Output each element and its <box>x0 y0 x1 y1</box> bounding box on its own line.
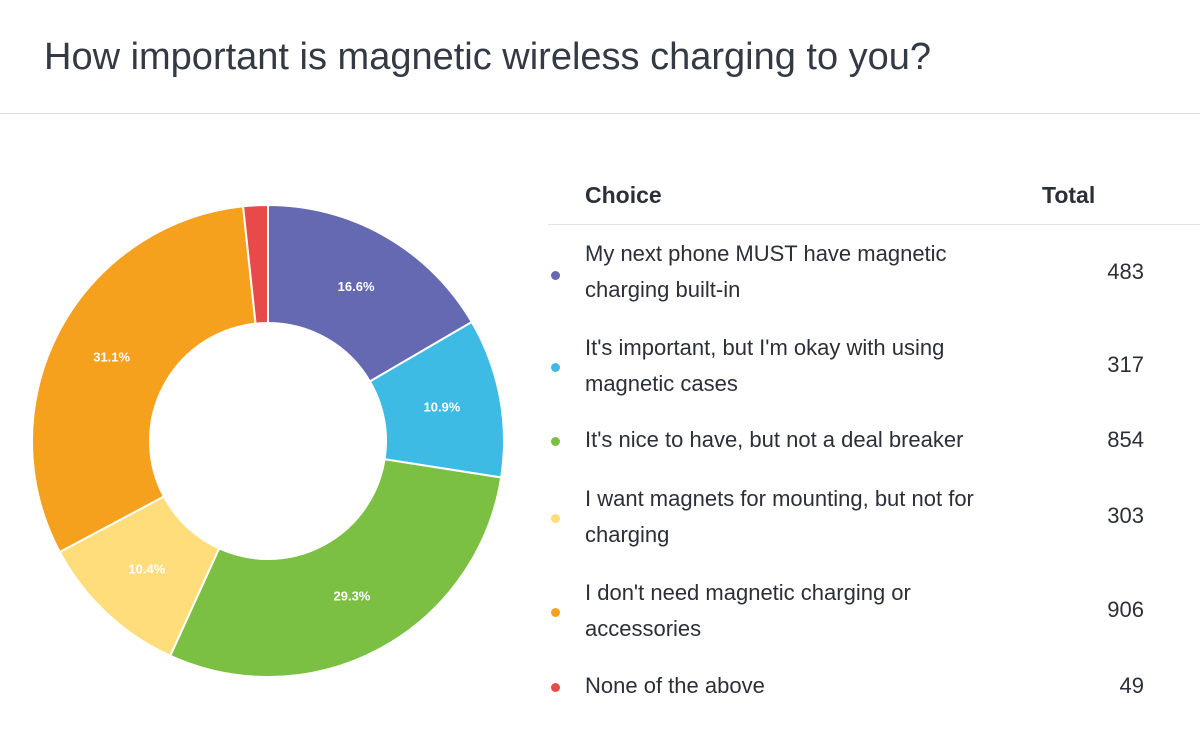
total-value-3: 854 <box>1107 427 1144 452</box>
legend-dot-5 <box>551 608 560 617</box>
total-value-6: 49 <box>1119 673 1144 698</box>
choice-label-3: It's nice to have, but not a deal breake… <box>585 427 964 452</box>
result-row-5: I don't need magnetic charging or access… <box>548 575 1200 655</box>
result-row-2: It's important, but I'm okay with using … <box>548 330 1200 410</box>
choice-label-5: I don't need magnetic charging or access… <box>585 580 911 641</box>
total-column-header: Total <box>1042 182 1096 208</box>
legend-dot-4 <box>551 514 560 523</box>
legend-dot-2 <box>551 363 560 372</box>
choice-column-header: Choice <box>585 182 662 208</box>
choice-label-2: It's important, but I'm okay with using … <box>585 335 945 396</box>
results-header: Choice Total <box>548 170 1200 225</box>
legend-dot-3 <box>551 437 560 446</box>
legend-dot-6 <box>551 683 560 692</box>
result-row-6: None of the above 49 <box>548 668 1200 708</box>
title-divider <box>0 113 1200 114</box>
donut-chart: 16.6% 10.9% 29.3% 10.4% 31.1% <box>31 203 505 678</box>
choice-label-4: I want magnets for mounting, but not for… <box>585 486 974 547</box>
total-value-2: 317 <box>1107 352 1144 377</box>
total-value-1: 483 <box>1107 259 1144 284</box>
donut-slice-3 <box>168 458 503 678</box>
slice-percent-label-3: 29.3% <box>334 588 371 603</box>
donut-slice-6 <box>241 203 269 325</box>
slice-percent-label-2: 10.9% <box>423 400 460 415</box>
donut-slice-1 <box>267 203 474 383</box>
donut-slices <box>31 203 505 678</box>
slice-percent-label-4: 10.4% <box>128 561 165 576</box>
legend-dot-1 <box>551 271 560 280</box>
result-row-1: My next phone MUST have magnetic chargin… <box>548 236 1200 316</box>
donut-slice-5 <box>31 205 257 554</box>
slice-percent-label-5: 31.1% <box>93 350 130 365</box>
result-row-3: It's nice to have, but not a deal breake… <box>548 422 1200 462</box>
results-table: Choice Total My next phone MUST have mag… <box>548 170 1200 698</box>
slice-percent-label-1: 16.6% <box>338 279 375 294</box>
total-value-5: 906 <box>1107 597 1144 622</box>
choice-label-6: None of the above <box>585 673 765 698</box>
page-title: How important is magnetic wireless charg… <box>44 36 932 78</box>
choice-label-1: My next phone MUST have magnetic chargin… <box>585 241 947 302</box>
result-row-4: I want magnets for mounting, but not for… <box>548 481 1200 561</box>
donut-labels: 16.6% 10.9% 29.3% 10.4% 31.1% <box>93 279 461 603</box>
total-value-4: 303 <box>1107 503 1144 528</box>
